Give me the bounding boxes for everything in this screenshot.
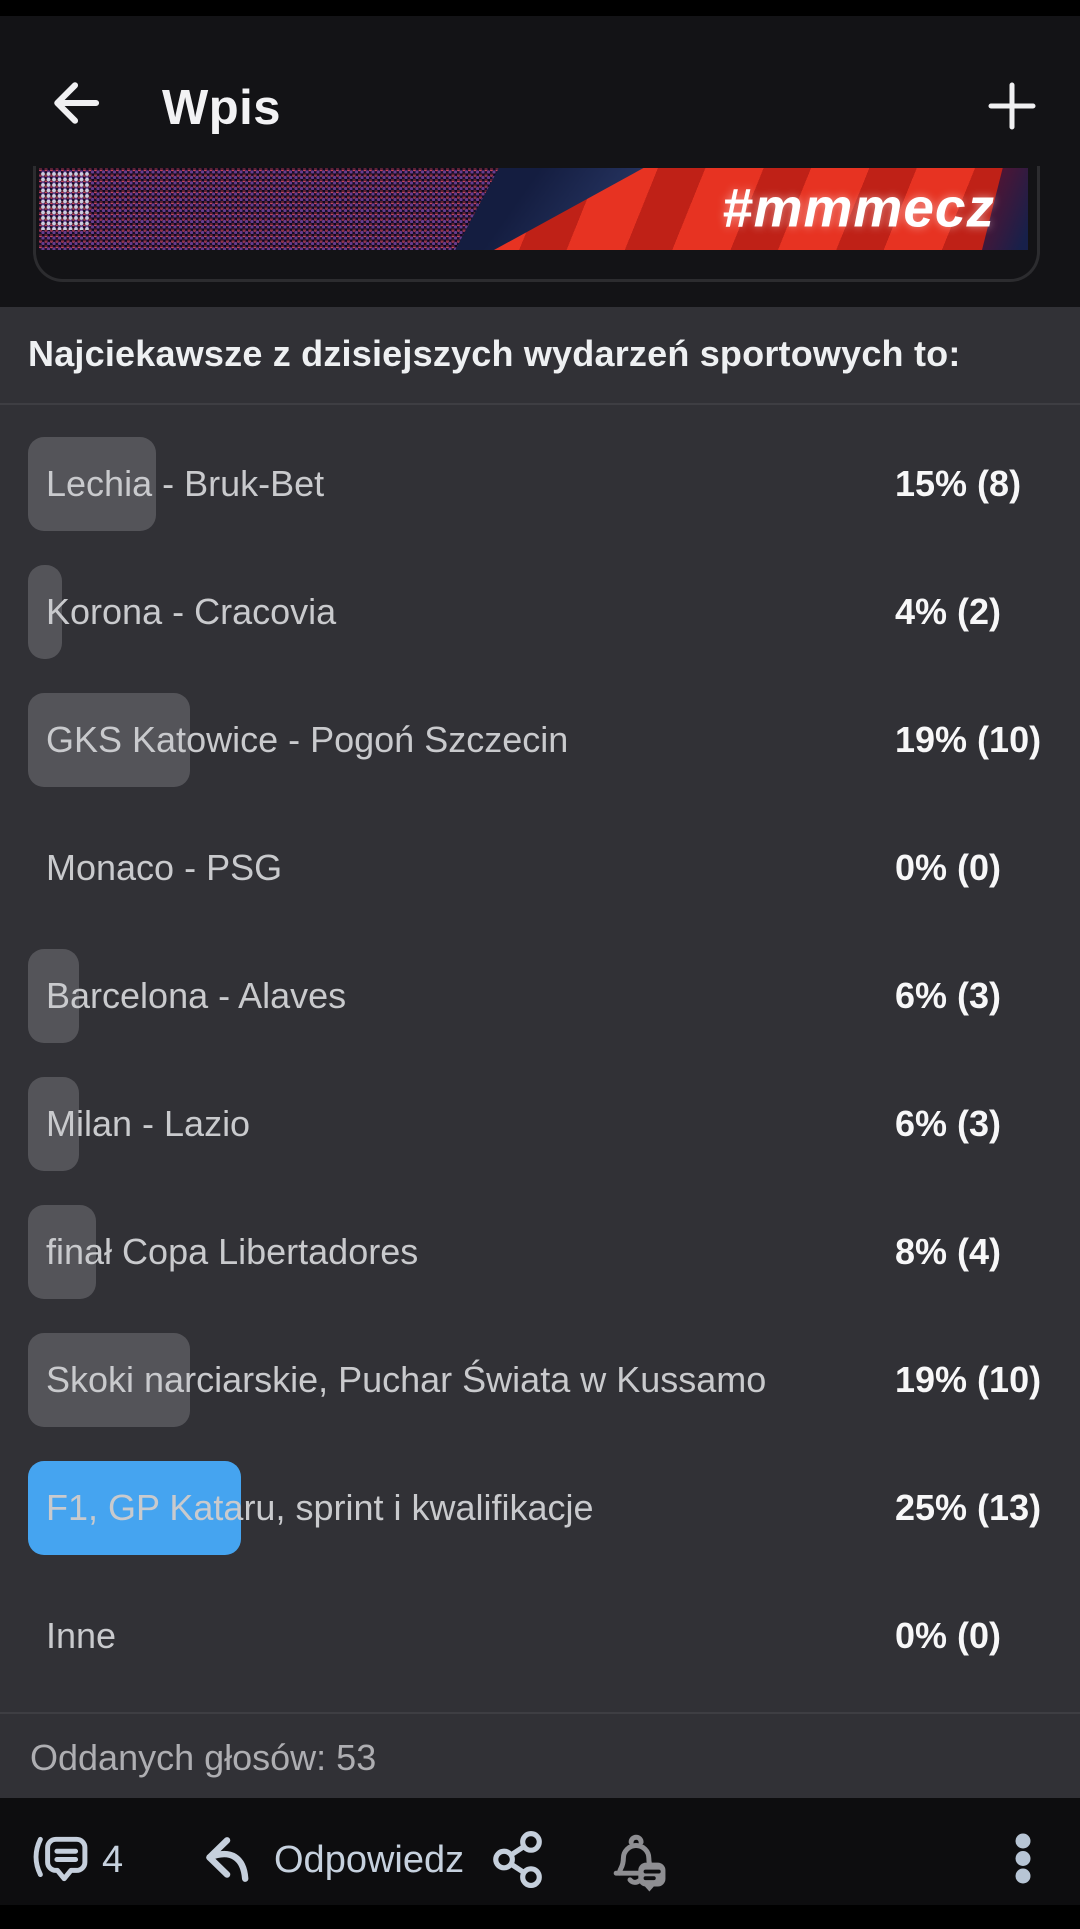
poll-option-label: GKS Katowice - Pogoń Szczecin (46, 719, 569, 760)
comments-count: 4 (102, 1839, 124, 1881)
poll-option-row[interactable]: F1, GP Kataru, sprint i kwalifikacje 25%… (0, 1461, 1080, 1555)
poll-option-result: 6% (3) (895, 1103, 1002, 1144)
banner-white-dots (41, 172, 89, 230)
poll-option-result: 15% (8) (895, 463, 1022, 504)
reply-label: Odpowiedz (274, 1839, 465, 1881)
poll-result-bar (28, 1333, 190, 1427)
poll-option-label: Skoki narciarskie, Puchar Świata w Kussa… (46, 1359, 767, 1400)
share-button[interactable] (488, 1798, 558, 1905)
divider (0, 403, 1080, 405)
poll-option-result: 25% (13) (895, 1487, 1042, 1528)
page-title: Wpis (162, 81, 282, 135)
poll-option-label: Lechia - Bruk-Bet (46, 463, 325, 504)
poll-option-row[interactable]: GKS Katowice - Pogoń Szczecin 19% (10) (0, 693, 1080, 787)
poll-option-row[interactable]: finał Copa Libertadores 8% (4) (0, 1205, 1080, 1299)
poll-option-label: Monaco - PSG (46, 847, 283, 888)
poll-option-row[interactable]: Lechia - Bruk-Bet 15% (8) (0, 437, 1080, 531)
share-icon (493, 1831, 542, 1888)
poll-option-label: Inne (46, 1615, 117, 1656)
poll-option-row[interactable]: Korona - Cracovia 4% (2) (0, 565, 1080, 659)
poll-option-row[interactable]: Barcelona - Alaves 6% (3) (0, 949, 1080, 1043)
poll-option-label: Barcelona - Alaves (46, 975, 347, 1016)
comments-button[interactable]: 4 (0, 1798, 150, 1905)
poll-total-votes: Oddanych głosów: 53 (30, 1737, 377, 1778)
poll-result-bar (28, 1461, 241, 1555)
poll-option-row[interactable]: Milan - Lazio 6% (3) (0, 1077, 1080, 1171)
poll-option-result: 6% (3) (895, 975, 1002, 1016)
poll-section: Najciekawsze z dzisiejszych wydarzeń spo… (0, 307, 1080, 1798)
status-bar (0, 0, 1080, 16)
notifications-button[interactable] (604, 1798, 674, 1905)
poll-result-bar (28, 1077, 79, 1171)
comments-icon (33, 1836, 88, 1882)
poll-option-row[interactable]: Skoki narciarskie, Puchar Świata w Kussa… (0, 1333, 1080, 1427)
poll-result-bar (28, 949, 79, 1043)
poll-result-bar (28, 693, 190, 787)
poll-option-row[interactable]: Monaco - PSG 0% (0) (0, 821, 1080, 915)
poll-option-result: 19% (10) (895, 719, 1042, 760)
kebab-menu-icon (1015, 1833, 1031, 1884)
gesture-nav-strip (0, 1905, 1080, 1929)
poll-option-label: Korona - Cracovia (46, 591, 337, 632)
plus-icon (988, 82, 1036, 130)
post-action-bar: 4 Odpowiedz (0, 1798, 1080, 1905)
poll-option-label: F1, GP Kataru, sprint i kwalifikacje (46, 1487, 594, 1528)
banner-image[interactable]: #mmmecz (39, 168, 1028, 250)
poll-result-bar (28, 437, 156, 531)
poll-result-bar (28, 1205, 96, 1299)
poll-option-result: 8% (4) (895, 1231, 1002, 1272)
back-button[interactable] (44, 72, 106, 134)
poll-question: Najciekawsze z dzisiejszych wydarzeń spo… (28, 333, 961, 374)
poll-option-result: 4% (2) (895, 591, 1002, 632)
more-options-button[interactable] (1006, 1798, 1050, 1905)
poll-option-result: 19% (10) (895, 1359, 1042, 1400)
divider (0, 1712, 1080, 1714)
poll-option-label: finał Copa Libertadores (46, 1231, 419, 1272)
arrow-left-icon (54, 82, 100, 124)
poll-result-bar (28, 565, 62, 659)
app-header: Wpis (0, 16, 1080, 150)
notification-bell-icon (613, 1834, 666, 1892)
add-post-button[interactable] (984, 78, 1040, 134)
reply-button[interactable]: Odpowiedz (196, 1798, 464, 1905)
poll-option-result: 0% (0) (895, 1615, 1002, 1656)
poll-option-result: 0% (0) (895, 847, 1002, 888)
media-attachment-card: #mmmecz (33, 166, 1040, 282)
poll-option-label: Milan - Lazio (46, 1103, 251, 1144)
poll-option-row[interactable]: Inne 0% (0) (0, 1589, 1080, 1683)
banner-hashtag-text: #mmmecz (722, 176, 995, 239)
reply-icon (206, 1837, 249, 1882)
